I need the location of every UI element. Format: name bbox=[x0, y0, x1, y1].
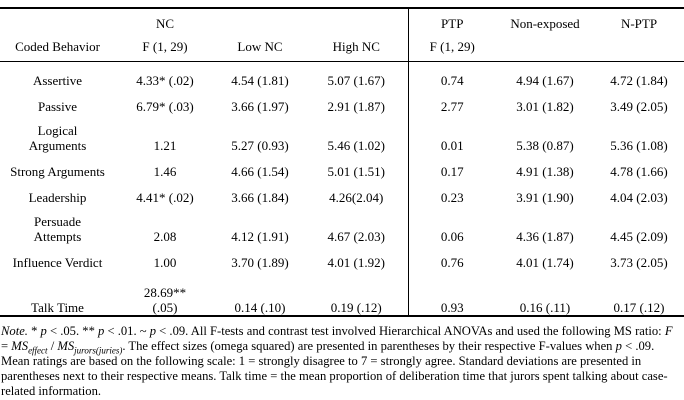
table-cell: 0.01 bbox=[407, 113, 496, 153]
table-row-persuade-attempts: Persuade Attempts 2.08 4.12 (1.91) 4.67 … bbox=[0, 204, 684, 244]
row-label: Leadership bbox=[28, 189, 87, 205]
header-spacer bbox=[0, 8, 115, 36]
table-cell: 2.08 bbox=[153, 228, 177, 244]
table-cell: 4.67 (2.03) bbox=[327, 228, 385, 244]
header-spacer bbox=[594, 36, 684, 62]
table-cell: 4.12 (1.91) bbox=[231, 228, 289, 244]
row-label: Talk Time bbox=[0, 269, 115, 317]
table-cell: 0.17 (.12) bbox=[594, 269, 684, 317]
table-cell: 4.36 (1.87) bbox=[516, 228, 574, 244]
column-header-non-exposed: Non-exposed bbox=[510, 16, 580, 31]
table-row-talk-time: Talk Time 28.69** (.05) 0.14 (.10) 0.19 … bbox=[0, 269, 684, 317]
table-cell: 2.77 bbox=[407, 87, 496, 114]
table-cell: 4.54 (1.81) bbox=[231, 72, 289, 88]
row-label: Logical Arguments bbox=[28, 122, 87, 153]
column-header-f-ptp: F (1, 29) bbox=[407, 36, 496, 62]
table-cell: 2.91 (1.87) bbox=[327, 98, 385, 114]
table-cell: 4.72 (1.84) bbox=[610, 72, 668, 88]
table-cell: 5.38 (0.87) bbox=[516, 137, 574, 153]
table-cell: 0.23 bbox=[407, 178, 496, 205]
row-label: Assertive bbox=[32, 72, 83, 88]
table-cell: 5.01 (1.51) bbox=[327, 163, 385, 179]
column-header-high-nc: High NC bbox=[305, 36, 408, 62]
table-cell: 28.69** (.05) bbox=[115, 269, 215, 317]
row-label: Influence Verdict bbox=[12, 254, 103, 270]
column-header-coded-behavior: Coded Behavior bbox=[0, 36, 115, 62]
table-cell: 4.01 (1.92) bbox=[327, 254, 385, 270]
table-cell: 0.76 bbox=[407, 243, 496, 270]
table-cell: 0.06 bbox=[407, 204, 496, 244]
table-cell: 0.19 (.12) bbox=[305, 269, 408, 317]
table-cell: 5.36 (1.08) bbox=[610, 137, 668, 153]
table-note: Note. * p < .05. ** p < .01. ~ p < .09. … bbox=[1, 323, 673, 399]
table-cell: 1.21 bbox=[153, 137, 177, 153]
column-group-ptp: PTP bbox=[407, 8, 496, 36]
table-cell: 3.73 (2.05) bbox=[610, 254, 668, 270]
table-cell: 0.14 (.10) bbox=[215, 269, 305, 317]
anova-results-table: NC PTP Non-exposed N-PTP Coded Behavior … bbox=[0, 7, 684, 317]
table-cell: 4.01 (1.74) bbox=[516, 254, 574, 270]
column-header-n-ptp: N-PTP bbox=[620, 16, 658, 31]
header-group-row: NC PTP Non-exposed N-PTP bbox=[0, 8, 684, 36]
table-cell: 5.46 (1.02) bbox=[327, 137, 385, 153]
table-cell: 5.27 (0.93) bbox=[231, 137, 289, 153]
table-cell: 3.01 (1.82) bbox=[516, 98, 574, 114]
table-row-passive: Passive 6.79* (.03) 3.66 (1.97) 2.91 (1.… bbox=[0, 87, 684, 114]
column-header-f-nc: F (1, 29) bbox=[115, 36, 215, 62]
table-cell: 4.33* (.02) bbox=[136, 72, 194, 88]
row-label: Persuade Attempts bbox=[33, 213, 82, 244]
row-label: Strong Arguments bbox=[10, 163, 105, 179]
table-cell: 5.07 (1.67) bbox=[327, 72, 385, 88]
table-cell: 3.91 (1.90) bbox=[516, 189, 574, 205]
table-cell: 4.66 (1.54) bbox=[231, 163, 289, 179]
header-spacer bbox=[215, 8, 305, 36]
header-row: Coded Behavior F (1, 29) Low NC High NC … bbox=[0, 36, 684, 62]
table-cell: 4.91 (1.38) bbox=[516, 163, 574, 179]
table-cell: 0.74 bbox=[407, 61, 496, 88]
column-group-nc: NC bbox=[155, 16, 175, 31]
table-row-assertive: Assertive 4.33* (.02) 4.54 (1.81) 5.07 (… bbox=[0, 61, 684, 88]
table-cell: 4.78 (1.66) bbox=[610, 163, 668, 179]
table-row-logical-arguments: Logical Arguments 1.21 5.27 (0.93) 5.46 … bbox=[0, 113, 684, 153]
table-cell: 1.00 bbox=[153, 254, 177, 270]
column-header-low-nc: Low NC bbox=[215, 36, 305, 62]
table-cell: 3.70 (1.89) bbox=[231, 254, 289, 270]
table-cell: 6.79* (.03) bbox=[136, 98, 194, 114]
table-row-strong-arguments: Strong Arguments 1.46 4.66 (1.54) 5.01 (… bbox=[0, 152, 684, 179]
table-cell: 1.46 bbox=[153, 163, 177, 179]
table-cell: 0.93 bbox=[407, 269, 496, 317]
table-cell: 0.16 (.11) bbox=[496, 269, 594, 317]
table-cell: 4.26(2.04) bbox=[329, 189, 384, 205]
table-row-influence-verdict: Influence Verdict 1.00 3.70 (1.89) 4.01 … bbox=[0, 243, 684, 270]
table-cell: 4.45 (2.09) bbox=[610, 228, 668, 244]
header-spacer bbox=[496, 36, 594, 62]
table-cell: 4.94 (1.67) bbox=[516, 72, 574, 88]
row-label: Passive bbox=[38, 98, 77, 114]
table-cell: 3.66 (1.84) bbox=[231, 189, 289, 205]
table-cell: 4.04 (2.03) bbox=[610, 189, 668, 205]
table-cell: 4.41* (.02) bbox=[136, 189, 194, 205]
table-cell: 0.17 bbox=[407, 152, 496, 179]
table-row-leadership: Leadership 4.41* (.02) 3.66 (1.84) 4.26(… bbox=[0, 178, 684, 205]
table-cell: 3.49 (2.05) bbox=[610, 98, 668, 114]
table-cell: 3.66 (1.97) bbox=[231, 98, 289, 114]
header-spacer bbox=[305, 8, 408, 36]
